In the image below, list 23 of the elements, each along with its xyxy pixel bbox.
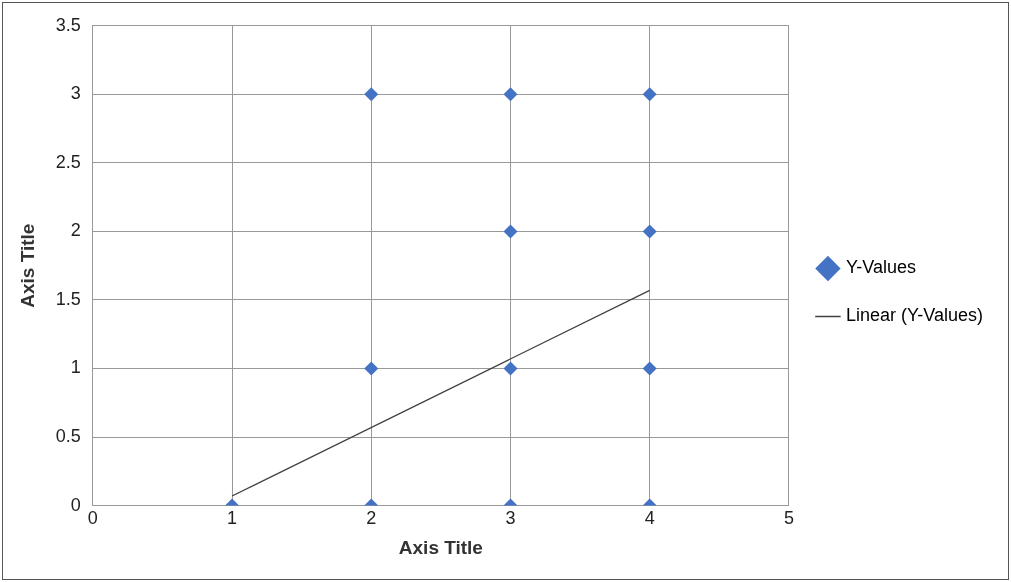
point [503,87,518,102]
x-tick-label: 1 [227,508,238,529]
y-tick-label: 0.5 [55,426,81,447]
y-axis-title: Axis Title [16,223,38,308]
y-tick-label: 1.5 [55,288,81,309]
x-tick-label: 2 [366,508,377,529]
y-tick-label: 2.5 [55,151,81,172]
legend-label: Linear (Y-Values) [845,305,983,326]
point [642,87,657,102]
point [642,224,657,239]
x-tick-label: 3 [505,508,516,529]
point [364,87,379,102]
x-axis-title: Axis Title [398,536,483,558]
y-tick-label: 3 [70,83,81,104]
y-tick-label: 3.5 [55,14,81,35]
x-tick-label: 4 [644,508,655,529]
y-tick-label: 2 [70,220,81,241]
x-tick-label: 5 [783,508,794,529]
point [503,224,518,239]
y-tick-label: 0 [70,494,81,515]
legend-label: Y-Values [845,257,916,278]
y-tick-label: 1 [70,357,81,378]
x-tick-label: 0 [87,508,98,529]
